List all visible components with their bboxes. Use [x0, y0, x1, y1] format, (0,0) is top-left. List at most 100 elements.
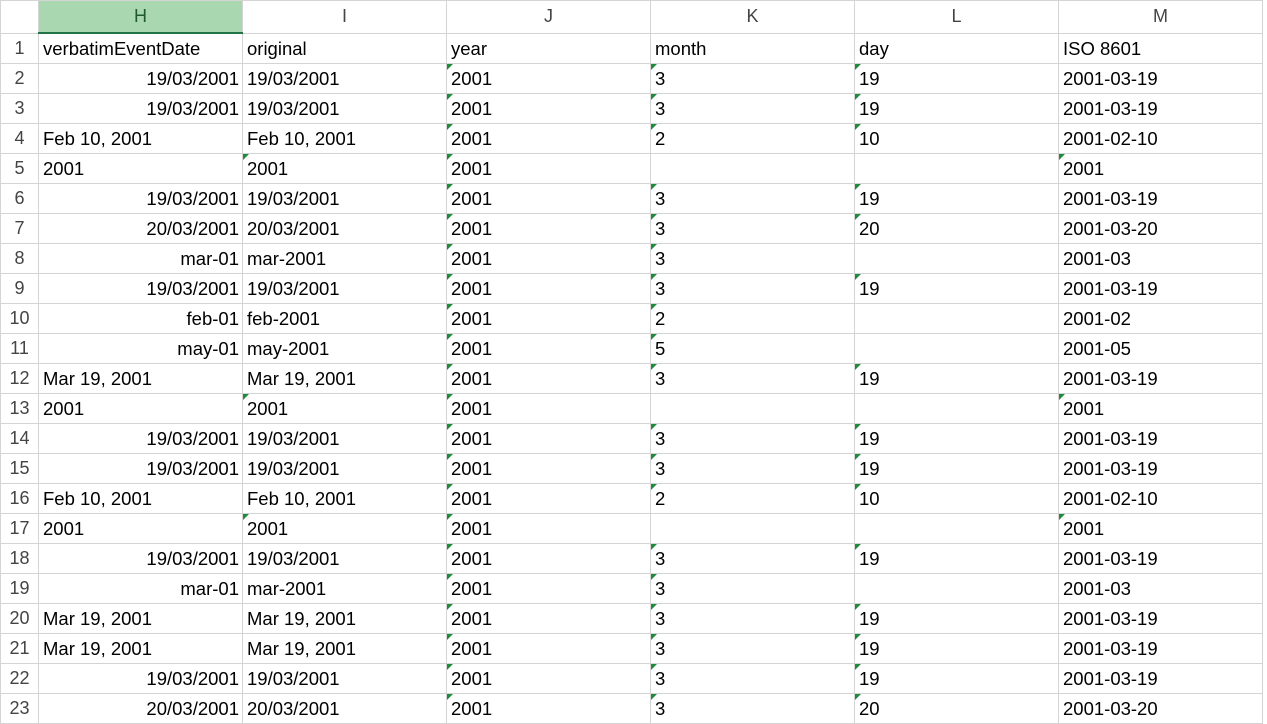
cell-h13[interactable]: 2001: [38, 393, 243, 424]
cell-k2[interactable]: 3: [650, 63, 855, 94]
cell-j23[interactable]: 2001: [446, 693, 651, 724]
row-header[interactable]: 14: [0, 423, 39, 454]
cell-i20[interactable]: Mar 19, 2001: [242, 603, 447, 634]
cell-h8[interactable]: mar-01: [38, 243, 243, 274]
cell-l22[interactable]: 19: [854, 663, 1059, 694]
cell-k23[interactable]: 3: [650, 693, 855, 724]
row-header[interactable]: 21: [0, 633, 39, 664]
cell-i15[interactable]: 19/03/2001: [242, 453, 447, 484]
cell-k11[interactable]: 5: [650, 333, 855, 364]
row-header[interactable]: 13: [0, 393, 39, 424]
cell-l6[interactable]: 19: [854, 183, 1059, 214]
cell-i8[interactable]: mar-2001: [242, 243, 447, 274]
cell-h6[interactable]: 19/03/2001: [38, 183, 243, 214]
cell-k4[interactable]: 2: [650, 123, 855, 154]
cell-m12[interactable]: 2001-03-19: [1058, 363, 1263, 394]
cell-k8[interactable]: 3: [650, 243, 855, 274]
cell-j9[interactable]: 2001: [446, 273, 651, 304]
cell-l18[interactable]: 19: [854, 543, 1059, 574]
cell-h21[interactable]: Mar 19, 2001: [38, 633, 243, 664]
cell-j8[interactable]: 2001: [446, 243, 651, 274]
cell-j1[interactable]: year: [446, 32, 651, 64]
cell-j14[interactable]: 2001: [446, 423, 651, 454]
cell-k13[interactable]: [650, 393, 855, 424]
cell-h15[interactable]: 19/03/2001: [38, 453, 243, 484]
cell-j17[interactable]: 2001: [446, 513, 651, 544]
cell-i6[interactable]: 19/03/2001: [242, 183, 447, 214]
cell-l14[interactable]: 19: [854, 423, 1059, 454]
cell-l23[interactable]: 20: [854, 693, 1059, 724]
row-header[interactable]: 2: [0, 63, 39, 94]
cell-i1[interactable]: original: [242, 32, 447, 64]
cell-j6[interactable]: 2001: [446, 183, 651, 214]
cell-j11[interactable]: 2001: [446, 333, 651, 364]
cell-l8[interactable]: [854, 243, 1059, 274]
cell-l17[interactable]: [854, 513, 1059, 544]
row-header[interactable]: 3: [0, 93, 39, 124]
cell-j10[interactable]: 2001: [446, 303, 651, 334]
cell-j22[interactable]: 2001: [446, 663, 651, 694]
cell-l2[interactable]: 19: [854, 63, 1059, 94]
cell-l16[interactable]: 10: [854, 483, 1059, 514]
cell-i22[interactable]: 19/03/2001: [242, 663, 447, 694]
cell-i4[interactable]: Feb 10, 2001: [242, 123, 447, 154]
row-header[interactable]: 9: [0, 273, 39, 304]
cell-j19[interactable]: 2001: [446, 573, 651, 604]
column-header-l[interactable]: L: [854, 0, 1059, 34]
cell-h3[interactable]: 19/03/2001: [38, 93, 243, 124]
cell-m17[interactable]: 2001: [1058, 513, 1263, 544]
cell-j16[interactable]: 2001: [446, 483, 651, 514]
cell-h9[interactable]: 19/03/2001: [38, 273, 243, 304]
cell-k3[interactable]: 3: [650, 93, 855, 124]
cell-m20[interactable]: 2001-03-19: [1058, 603, 1263, 634]
cell-i19[interactable]: mar-2001: [242, 573, 447, 604]
cell-m22[interactable]: 2001-03-19: [1058, 663, 1263, 694]
cell-l5[interactable]: [854, 153, 1059, 184]
cell-i16[interactable]: Feb 10, 2001: [242, 483, 447, 514]
cell-m9[interactable]: 2001-03-19: [1058, 273, 1263, 304]
cell-h22[interactable]: 19/03/2001: [38, 663, 243, 694]
cell-h17[interactable]: 2001: [38, 513, 243, 544]
cell-i12[interactable]: Mar 19, 2001: [242, 363, 447, 394]
cell-i23[interactable]: 20/03/2001: [242, 693, 447, 724]
row-header[interactable]: 22: [0, 663, 39, 694]
cell-k14[interactable]: 3: [650, 423, 855, 454]
row-header[interactable]: 19: [0, 573, 39, 604]
cell-h12[interactable]: Mar 19, 2001: [38, 363, 243, 394]
cell-j18[interactable]: 2001: [446, 543, 651, 574]
row-header[interactable]: 11: [0, 333, 39, 364]
cell-m21[interactable]: 2001-03-19: [1058, 633, 1263, 664]
row-header[interactable]: 5: [0, 153, 39, 184]
cell-m15[interactable]: 2001-03-19: [1058, 453, 1263, 484]
cell-m8[interactable]: 2001-03: [1058, 243, 1263, 274]
cell-k16[interactable]: 2: [650, 483, 855, 514]
cell-m3[interactable]: 2001-03-19: [1058, 93, 1263, 124]
cell-l15[interactable]: 19: [854, 453, 1059, 484]
cell-h20[interactable]: Mar 19, 2001: [38, 603, 243, 634]
cell-m11[interactable]: 2001-05: [1058, 333, 1263, 364]
cell-h10[interactable]: feb-01: [38, 303, 243, 334]
cell-h18[interactable]: 19/03/2001: [38, 543, 243, 574]
row-header[interactable]: 15: [0, 453, 39, 484]
cell-l19[interactable]: [854, 573, 1059, 604]
cell-j3[interactable]: 2001: [446, 93, 651, 124]
cell-m23[interactable]: 2001-03-20: [1058, 693, 1263, 724]
cell-l4[interactable]: 10: [854, 123, 1059, 154]
cell-h5[interactable]: 2001: [38, 153, 243, 184]
cell-j20[interactable]: 2001: [446, 603, 651, 634]
cell-l13[interactable]: [854, 393, 1059, 424]
cell-h7[interactable]: 20/03/2001: [38, 213, 243, 244]
cell-h11[interactable]: may-01: [38, 333, 243, 364]
row-header[interactable]: 18: [0, 543, 39, 574]
row-header[interactable]: 7: [0, 213, 39, 244]
cell-i3[interactable]: 19/03/2001: [242, 93, 447, 124]
row-header[interactable]: 10: [0, 303, 39, 334]
cell-j5[interactable]: 2001: [446, 153, 651, 184]
cell-l3[interactable]: 19: [854, 93, 1059, 124]
cell-i18[interactable]: 19/03/2001: [242, 543, 447, 574]
cell-k12[interactable]: 3: [650, 363, 855, 394]
cell-i5[interactable]: 2001: [242, 153, 447, 184]
column-header-j[interactable]: J: [446, 0, 651, 34]
cell-h19[interactable]: mar-01: [38, 573, 243, 604]
